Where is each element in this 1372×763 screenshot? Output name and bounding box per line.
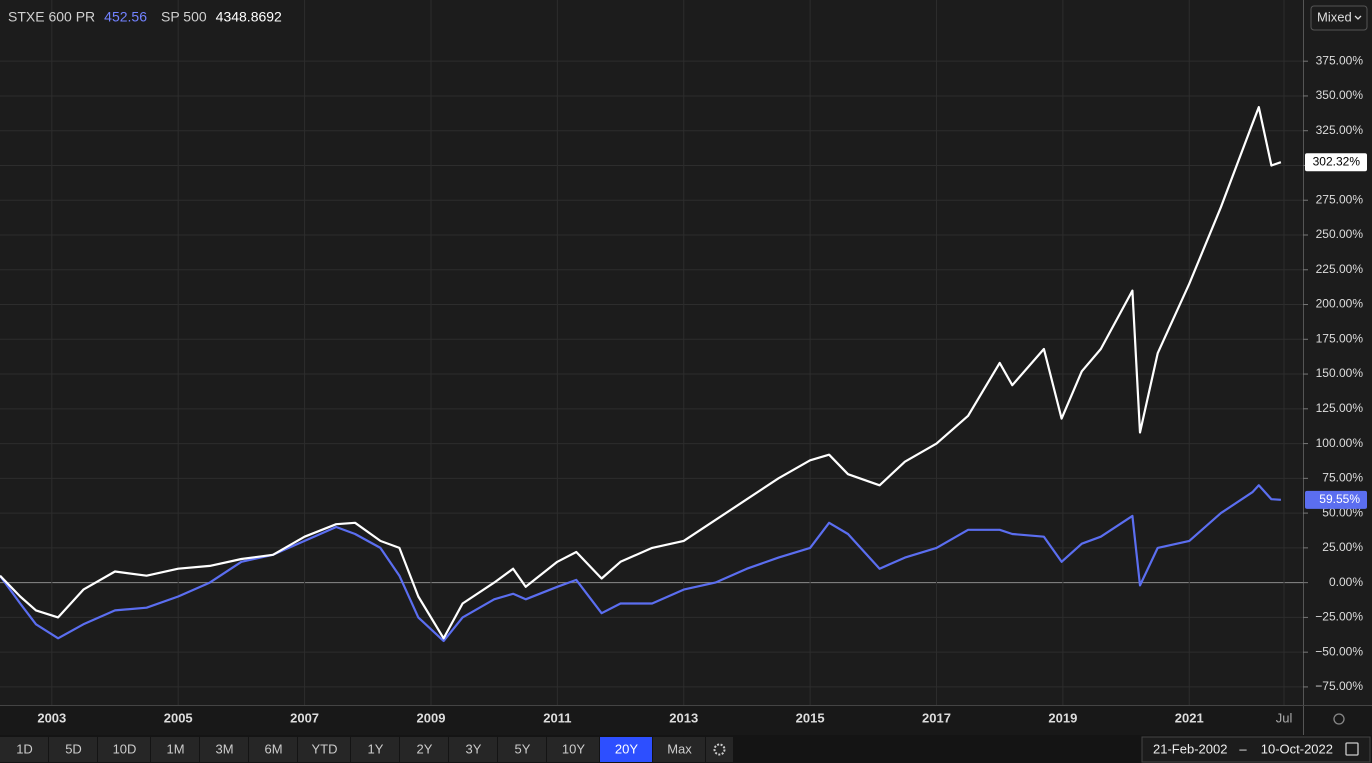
legend-name: SP 500 xyxy=(161,9,207,25)
series-line xyxy=(0,484,1281,643)
range-button[interactable] xyxy=(298,737,350,762)
y-tick-label: 325.00% xyxy=(1316,123,1364,137)
range-button[interactable] xyxy=(351,737,399,762)
date-to: 10-Oct-2022 xyxy=(1261,741,1333,756)
range-button-label[interactable]: 1Y xyxy=(368,741,384,756)
y-tick-label: −25.00% xyxy=(1315,610,1363,624)
y-tick-label: −75.00% xyxy=(1315,679,1363,693)
range-button-label[interactable]: 3Y xyxy=(466,741,482,756)
y-tick-label: 275.00% xyxy=(1316,192,1364,206)
legend-quote: 452.56 xyxy=(104,9,147,25)
y-tick-label: 175.00% xyxy=(1316,331,1364,345)
range-button[interactable] xyxy=(449,737,497,762)
legend-quote: 4348.8692 xyxy=(216,9,282,25)
y-tick-label: 375.00% xyxy=(1316,53,1364,67)
x-tick-label: 2021 xyxy=(1175,710,1204,725)
range-button-label[interactable]: 10D xyxy=(113,741,137,756)
range-button[interactable] xyxy=(249,737,297,762)
range-button[interactable] xyxy=(151,737,199,762)
date-from: 21-Feb-2002 xyxy=(1153,741,1227,756)
range-button-label[interactable]: 2Y xyxy=(417,741,433,756)
range-button-label[interactable]: 1D xyxy=(16,741,33,756)
settings-icon[interactable] xyxy=(1333,713,1345,725)
last-value-label: 302.32% xyxy=(1313,154,1361,168)
y-tick-label: 125.00% xyxy=(1316,401,1364,415)
range-button[interactable] xyxy=(400,737,448,762)
range-button-label[interactable]: 6M xyxy=(264,741,282,756)
range-button-label[interactable]: YTD xyxy=(312,741,338,756)
calendar-icon[interactable] xyxy=(1345,742,1359,756)
range-button[interactable] xyxy=(49,737,97,762)
last-value-tag xyxy=(1305,490,1367,509)
last-value-label: 59.55% xyxy=(1319,492,1360,506)
y-tick-label: 0.00% xyxy=(1329,575,1363,589)
y-tick-label: 250.00% xyxy=(1316,227,1364,241)
range-button[interactable] xyxy=(98,737,150,762)
range-button[interactable] xyxy=(547,737,599,762)
range-button[interactable] xyxy=(200,737,248,762)
range-button[interactable] xyxy=(498,737,546,762)
y-tick-label: 200.00% xyxy=(1316,297,1364,311)
y-tick-label: 225.00% xyxy=(1316,262,1364,276)
x-tick-label: 2011 xyxy=(543,710,571,725)
series-line xyxy=(0,106,1282,640)
x-tick-label: Jul xyxy=(1276,710,1293,725)
x-tick-label: 2003 xyxy=(37,710,66,725)
x-tick-label: 2005 xyxy=(164,710,193,725)
gear-icon xyxy=(713,743,726,756)
y-tick-label: 75.00% xyxy=(1322,471,1363,485)
range-button-label[interactable]: 20Y xyxy=(615,741,638,756)
y-tick-label: −50.00% xyxy=(1315,644,1363,658)
last-value-tag xyxy=(1305,153,1367,172)
x-tick-label: 2019 xyxy=(1048,710,1077,725)
y-tick-label: 100.00% xyxy=(1316,436,1364,450)
chart-settings-button[interactable] xyxy=(706,737,733,762)
legend-name: STXE 600 PR xyxy=(8,9,95,25)
y-tick-label: 25.00% xyxy=(1322,540,1363,554)
range-button[interactable] xyxy=(0,737,48,762)
y-tick-label: 150.00% xyxy=(1316,366,1364,380)
x-axis-band xyxy=(0,705,1372,735)
range-button-label[interactable]: Max xyxy=(667,741,692,756)
x-tick-label: 2007 xyxy=(290,710,319,725)
x-tick-label: 2015 xyxy=(796,710,825,725)
date-sep: – xyxy=(1239,741,1247,756)
range-button[interactable] xyxy=(653,737,705,762)
x-tick-label: 2017 xyxy=(922,710,951,725)
x-tick-label: 2009 xyxy=(417,710,446,725)
range-button-label[interactable]: 10Y xyxy=(562,741,585,756)
dropdown-caret xyxy=(1354,15,1362,20)
y-tick-label: 350.00% xyxy=(1316,88,1364,102)
range-button-label[interactable]: 1M xyxy=(166,741,184,756)
range-button-label[interactable]: 5D xyxy=(65,741,82,756)
range-button-label[interactable]: 5Y xyxy=(515,741,531,756)
scale-dropdown[interactable] xyxy=(1310,5,1368,31)
x-tick-label: 2013 xyxy=(669,710,698,725)
date-range[interactable] xyxy=(1141,736,1371,763)
range-button[interactable] xyxy=(600,737,652,762)
scale-dropdown-label[interactable]: Mixed xyxy=(1317,9,1352,24)
range-button-label[interactable]: 3M xyxy=(215,741,233,756)
